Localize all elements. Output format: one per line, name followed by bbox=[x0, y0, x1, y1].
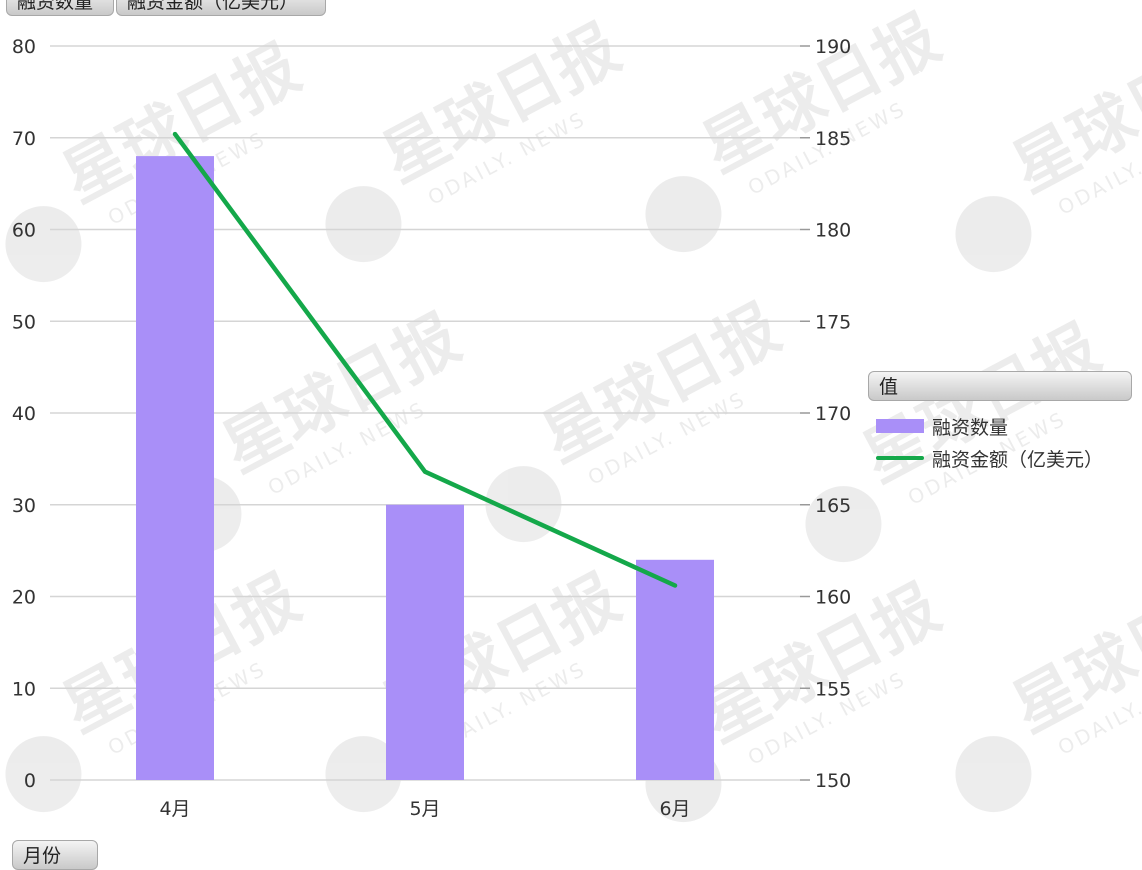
left-tick-label: 10 bbox=[12, 678, 36, 700]
line-point bbox=[173, 132, 177, 137]
legend-label-amount: 融资金额（亿美元） bbox=[932, 448, 1104, 471]
watermark-logo-icon bbox=[955, 736, 1032, 813]
line-series bbox=[172, 131, 678, 588]
legend-title[interactable]: 值 bbox=[868, 371, 1132, 401]
left-tick-label: 0 bbox=[24, 770, 36, 792]
right-tick-label: 185 bbox=[815, 128, 851, 150]
left-tick-label: 30 bbox=[12, 495, 36, 517]
x-tick-label: 4月 bbox=[159, 798, 190, 820]
legend-swatch-line bbox=[876, 456, 924, 460]
right-tick-label: 170 bbox=[815, 403, 851, 425]
legend-label-count: 融资数量 bbox=[932, 416, 1009, 439]
bar bbox=[136, 156, 214, 781]
left-tick-label: 70 bbox=[12, 128, 36, 150]
right-tick-label: 165 bbox=[815, 495, 851, 517]
series-chip-amount[interactable]: 融资金额（亿美元） bbox=[116, 0, 326, 16]
right-tick-label: 155 bbox=[815, 678, 851, 700]
left-tick-label: 80 bbox=[12, 36, 36, 58]
right-axis-ticks: 150 155 160 165 170 175 180 185 190 bbox=[815, 36, 851, 792]
series-chip-count[interactable]: 融资数量 bbox=[6, 0, 114, 16]
line-point bbox=[673, 583, 677, 588]
watermark-logo-icon bbox=[325, 736, 402, 813]
watermark-logo-icon bbox=[5, 206, 82, 283]
left-tick-label: 50 bbox=[12, 311, 36, 333]
watermark-logo-icon bbox=[325, 186, 402, 263]
right-tick-label: 150 bbox=[815, 770, 851, 792]
watermark-logo-icon bbox=[645, 176, 722, 253]
right-tick-label: 160 bbox=[815, 587, 851, 609]
legend-swatch-bar bbox=[876, 419, 924, 433]
left-axis-ticks: 0 10 20 30 40 50 60 70 80 bbox=[12, 36, 36, 792]
line-point bbox=[423, 469, 427, 474]
x-tick-label: 6月 bbox=[659, 798, 690, 820]
x-axis-field-chip[interactable]: 月份 bbox=[12, 840, 98, 870]
bar bbox=[636, 559, 714, 780]
left-tick-label: 20 bbox=[12, 587, 36, 609]
bar-series bbox=[136, 156, 714, 781]
right-tick-label: 175 bbox=[815, 311, 851, 333]
x-tick-label: 5月 bbox=[409, 798, 440, 820]
watermark-logo-icon bbox=[805, 486, 882, 563]
bar bbox=[386, 504, 464, 780]
watermark-logo-icon bbox=[955, 196, 1032, 273]
watermark-logo-icon bbox=[5, 736, 82, 813]
right-tick-label: 190 bbox=[815, 36, 851, 58]
left-tick-label: 60 bbox=[12, 220, 36, 242]
right-tick-label: 180 bbox=[815, 220, 851, 242]
x-axis-ticks: 4月 5月 6月 bbox=[159, 798, 690, 820]
left-tick-label: 40 bbox=[12, 403, 36, 425]
legend-item-count[interactable]: 融资数量 bbox=[876, 412, 1008, 440]
legend-item-amount[interactable]: 融资金额（亿美元） bbox=[876, 444, 1103, 472]
